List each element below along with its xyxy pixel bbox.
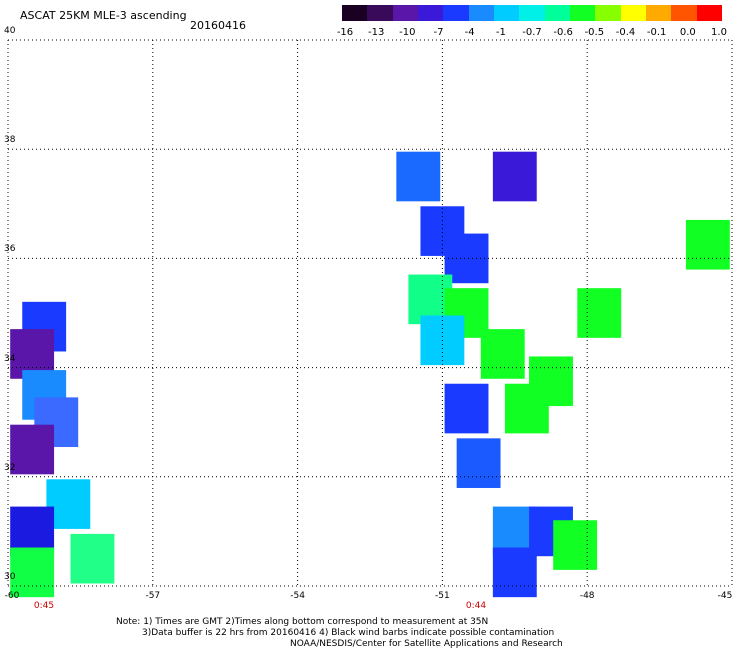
wind-cell <box>685 219 730 270</box>
colorbar <box>342 5 722 21</box>
colorbar-swatch-2 <box>392 5 418 21</box>
colorbar-label: 0.0 <box>679 27 696 38</box>
lat-label: 30 <box>4 572 16 582</box>
colorbar-label: 1.0 <box>711 27 727 38</box>
lat-label: 36 <box>4 244 16 255</box>
time-label-west: 0:45 <box>33 601 55 611</box>
colorbar-swatch-5 <box>468 5 494 21</box>
colorbar-swatch-10 <box>595 5 621 21</box>
colorbar-swatch-1 <box>367 5 393 21</box>
note-line-3: NOAA/NESDIS/Center for Satellite Applica… <box>290 639 563 649</box>
time-label-east: 0:44 <box>465 601 487 611</box>
lat-label: 32 <box>4 462 16 473</box>
colorbar-swatch-0 <box>342 5 368 21</box>
lon-label: -60 <box>4 591 20 601</box>
lat-label: 38 <box>4 135 16 146</box>
colorbar-label: -10 <box>399 27 416 38</box>
wind-cell <box>10 547 55 598</box>
colorbar-swatch-12 <box>645 5 672 21</box>
lon-label: -51 <box>435 591 450 601</box>
colorbar-label: -1 <box>495 27 506 38</box>
colorbar-swatch-9 <box>569 5 596 21</box>
lon-label: -57 <box>145 591 161 601</box>
colorbar-label: -13 <box>367 27 385 38</box>
wind-cell <box>396 151 441 202</box>
wind-cell <box>492 151 537 202</box>
colorbar-swatch-8 <box>544 5 570 21</box>
colorbar-label: -0.4 <box>615 27 636 38</box>
note-line-1: Note: 1) Times are GMT 2)Times along bot… <box>116 617 489 627</box>
colorbar-swatch-14 <box>696 5 722 21</box>
colorbar-swatch-11 <box>620 5 646 21</box>
wind-cell <box>553 520 598 570</box>
lon-label: -45 <box>717 591 733 601</box>
colorbar-swatch-3 <box>417 5 444 21</box>
wind-cell <box>504 383 549 434</box>
colorbar-label: -0.1 <box>646 27 667 38</box>
colorbar-label: -0.7 <box>522 27 542 38</box>
wind-cell <box>10 424 55 475</box>
product-date: 20160416 <box>190 19 246 32</box>
wind-data-swath <box>10 151 730 598</box>
colorbar-label: -16 <box>336 27 354 38</box>
lon-label: -54 <box>290 591 305 601</box>
colorbar-swatch-7 <box>519 5 545 21</box>
colorbar-swatch-13 <box>671 5 697 21</box>
colorbar-swatch-6 <box>493 5 520 21</box>
wind-cell <box>577 288 622 338</box>
lat-label: 40 <box>4 26 16 36</box>
lat-lon-grid <box>7 39 733 587</box>
wind-cell <box>492 547 537 598</box>
colorbar-label: -4 <box>464 27 475 38</box>
wind-cell <box>70 533 115 584</box>
lon-label: -48 <box>579 591 595 601</box>
colorbar-label: -7 <box>433 27 444 38</box>
wind-cell <box>456 438 501 488</box>
wind-cell <box>444 383 489 434</box>
wind-cell <box>480 329 525 379</box>
colorbar-label: -0.5 <box>584 27 605 38</box>
lat-label: 34 <box>4 353 16 364</box>
note-line-2: 3)Data buffer is 22 hrs from 20160416 4)… <box>142 628 555 638</box>
colorbar-swatch-4 <box>443 5 469 21</box>
product-title: ASCAT 25KM MLE-3 ascending <box>20 9 187 22</box>
colorbar-label: -0.6 <box>553 27 573 38</box>
